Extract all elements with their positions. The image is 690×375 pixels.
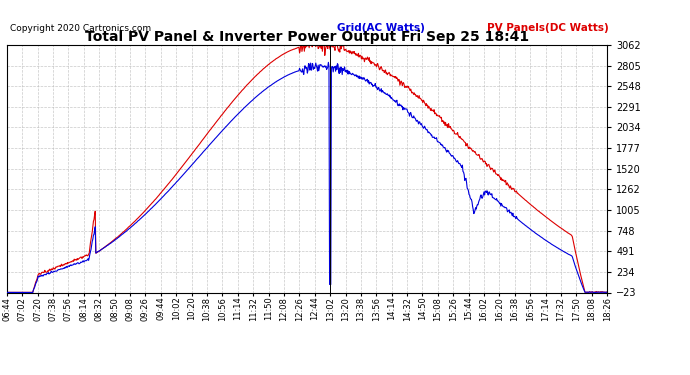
Text: Grid(AC Watts): Grid(AC Watts) <box>337 22 425 33</box>
Title: Total PV Panel & Inverter Power Output Fri Sep 25 18:41: Total PV Panel & Inverter Power Output F… <box>85 30 529 44</box>
Text: PV Panels(DC Watts): PV Panels(DC Watts) <box>487 22 609 33</box>
Text: Copyright 2020 Cartronics.com: Copyright 2020 Cartronics.com <box>10 24 151 33</box>
